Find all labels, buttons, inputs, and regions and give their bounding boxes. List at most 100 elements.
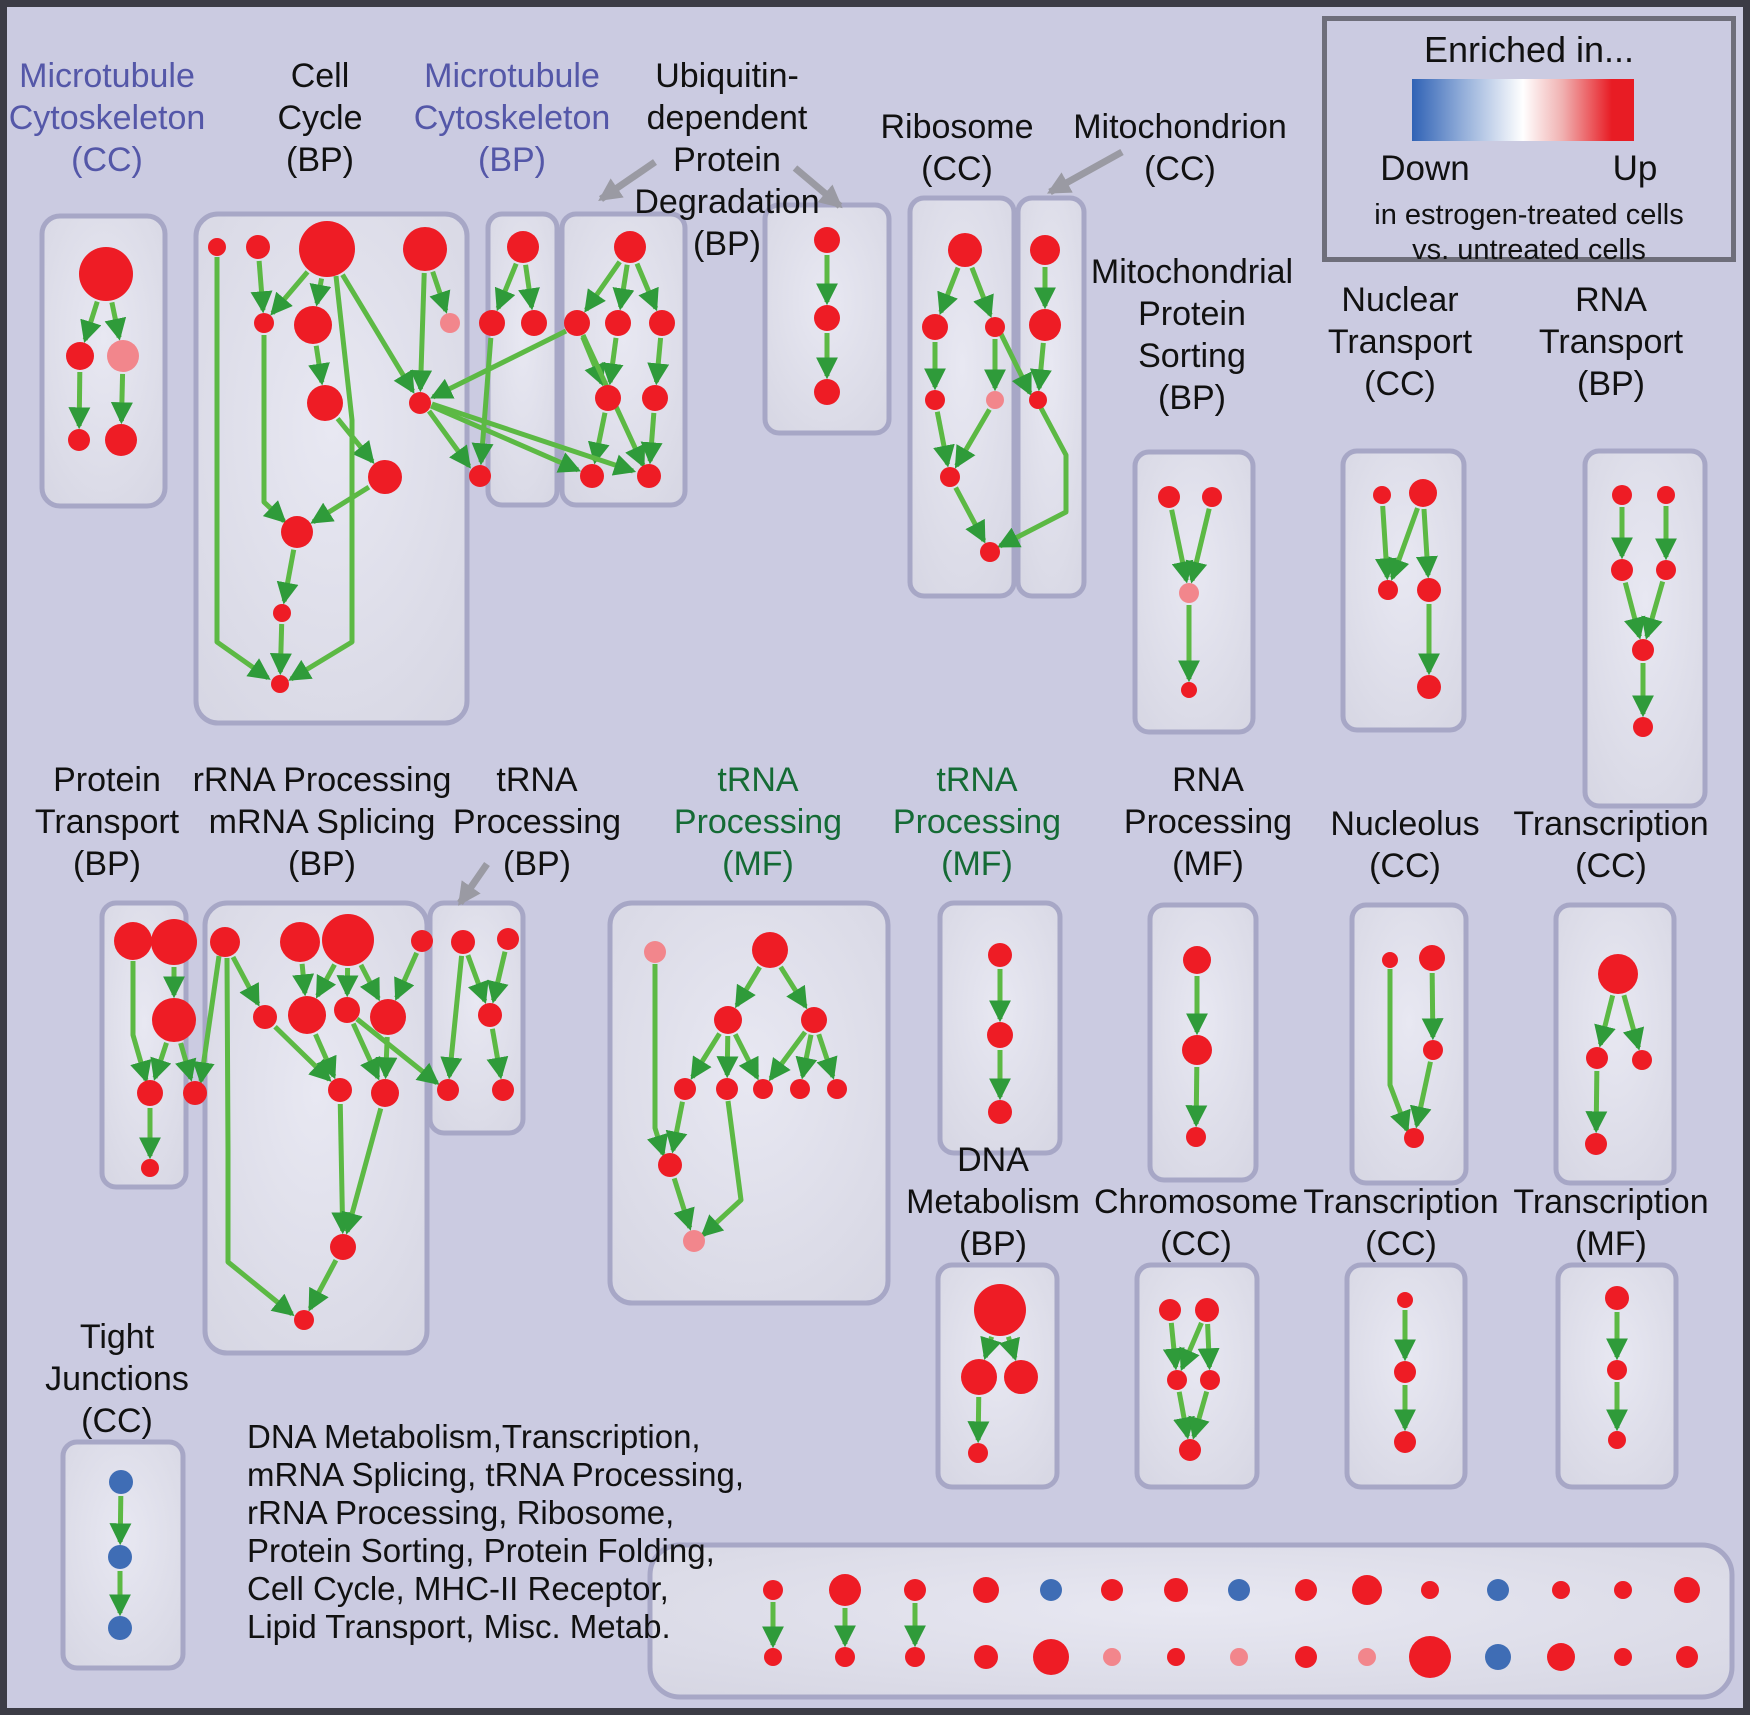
edge-rna-processing-mf (1185, 1066, 1208, 1128)
go-term-node (1167, 1370, 1187, 1390)
edge-tight-junctions-cc (109, 1495, 132, 1546)
edge-protein-transport-bp (150, 1042, 172, 1081)
go-term-node (763, 1580, 783, 1600)
edge-trna-processing-mf-large (671, 1177, 695, 1231)
legend-up-label: Up (1612, 149, 1658, 188)
cross-edge-ribosome-to-mitochondrion (998, 332, 1033, 396)
go-term-node (68, 429, 90, 451)
go-term-node (1200, 1370, 1220, 1390)
edge-ribosome-cc (937, 266, 961, 316)
go-term-node (904, 1579, 926, 1601)
go-term-node (1674, 1577, 1700, 1603)
go-term-node (752, 932, 788, 968)
cluster-box-nuclear-transport-cc (1340, 448, 1467, 733)
go-term-node (1487, 1579, 1509, 1601)
edge-cell-cycle-bp (429, 270, 451, 314)
go-term-node (644, 941, 666, 963)
go-term-node (940, 467, 960, 487)
go-term-node (1040, 1579, 1062, 1601)
edge-cell-cycle-bp (309, 278, 332, 307)
go-term-node (1033, 1639, 1069, 1675)
go-term-node (1485, 1644, 1511, 1670)
edge-rrna-processing-mrna-splicing-bp (394, 951, 419, 1001)
go-term-node (368, 460, 402, 494)
go-term-node (1632, 1050, 1652, 1070)
go-term-node (507, 231, 539, 263)
edge-rrna-processing-mrna-splicing-bp (341, 1107, 384, 1235)
go-term-node (1552, 1581, 1570, 1599)
go-term-node (922, 314, 948, 340)
go-term-node (208, 238, 226, 256)
edge-protein-transport-bp (175, 1042, 197, 1082)
go-term-node (1611, 559, 1633, 581)
go-term-node (714, 1006, 742, 1034)
cluster-box-shared-terms (647, 1542, 1735, 1700)
label-pointer-arrow-trna-bp-to-box (457, 862, 490, 906)
go-term-node (1423, 1040, 1443, 1060)
shared-terms-text-block: DNA Metabolism,Transcription, mRNA Splici… (247, 1418, 744, 1646)
edge-trna-processing-mf-large (795, 1034, 818, 1080)
go-term-node (595, 385, 621, 411)
go-term-node (1421, 1581, 1439, 1599)
go-term-node (1101, 1579, 1123, 1601)
edge-nuclear-transport-cc (1415, 508, 1438, 579)
go-term-node (1657, 486, 1675, 504)
cluster-box-protein-transport-bp (99, 900, 189, 1190)
edge-dna-metabolism-bp (998, 1335, 1020, 1362)
edge-trna-processing-mf-large (816, 1033, 838, 1080)
go-term-node (294, 306, 332, 344)
edge-nucleolus-cc (1409, 1061, 1433, 1129)
edge-microtubule-cytoskeleton-bp-1 (494, 262, 519, 312)
go-term-node (479, 310, 505, 336)
go-term-node (288, 996, 326, 1034)
edge-microtubule-cytoskeleton-bp-2 (584, 260, 622, 313)
go-term-node (210, 927, 240, 957)
shared-terms-text-line: rRNA Processing, Ribosome, (247, 1494, 675, 1531)
edge-cell-cycle-bp (270, 270, 310, 316)
go-term-node (328, 1078, 352, 1102)
go-term-node (988, 943, 1012, 967)
go-term-node (451, 930, 475, 954)
go-term-node (1159, 1299, 1181, 1321)
edge-protein-transport-bp (130, 961, 152, 1084)
edge-trna-processing-bp (487, 951, 509, 1004)
edge-cell-cycle-bp (214, 257, 271, 681)
edge-rrna-processing-mrna-splicing-bp (313, 1033, 337, 1080)
edge-cell-cycle-bp (410, 272, 433, 393)
legend-gradient-bar (1412, 79, 1634, 141)
go-term-node (1228, 1579, 1250, 1601)
cross-edge-rrna-to-protein-transport (192, 955, 222, 1085)
go-term-node (925, 390, 945, 410)
cross-edge-rrna-to-trna-bp (355, 1017, 440, 1086)
go-term-node (1394, 1431, 1416, 1453)
go-term-node (790, 1079, 810, 1099)
nodes-layer (66, 221, 1700, 1678)
shared-terms-text-line: Lipid Transport, Misc. Metab. (247, 1608, 671, 1645)
edge-microtubule-cytoskeleton-bp-2 (601, 337, 624, 386)
edge-microtubule-cytoskeleton-cc (68, 371, 91, 430)
go-term-node (1409, 1636, 1451, 1678)
edge-trna-processing-mf-large (768, 1030, 808, 1082)
edge-trna-processing-mf-large (778, 965, 808, 1010)
edge-cell-cycle-bp (288, 275, 355, 682)
edge-cell-cycle-bp (340, 273, 415, 394)
go-term-node (1404, 1128, 1424, 1148)
go-term-node (948, 233, 982, 267)
edge-cell-cycle-bp (310, 484, 371, 525)
edges-layer (68, 255, 1678, 1649)
cluster-box-nucleolus-cc (1349, 902, 1469, 1186)
go-term-node (764, 1648, 782, 1666)
go-term-node (1547, 1643, 1575, 1671)
edge-nucleolus-cc (1387, 969, 1411, 1134)
shared-terms-text-line: Protein Sorting, Protein Folding, (247, 1532, 715, 1569)
cross-edge-mitochondrion-to-ribosome (997, 406, 1069, 549)
go-term-node (1358, 1648, 1376, 1666)
edge-rrna-processing-mrna-splicing-bp (292, 963, 315, 997)
edge-microtubule-cytoskeleton-cc (104, 301, 127, 341)
cluster-box-trna-processing-mf-large (607, 900, 891, 1306)
edge-transcription-cc-mid (1594, 994, 1616, 1048)
go-term-node (246, 235, 270, 259)
edge-chromosome-cc (1197, 1323, 1220, 1371)
go-term-node (334, 997, 360, 1023)
go-term-node (1397, 1292, 1413, 1308)
